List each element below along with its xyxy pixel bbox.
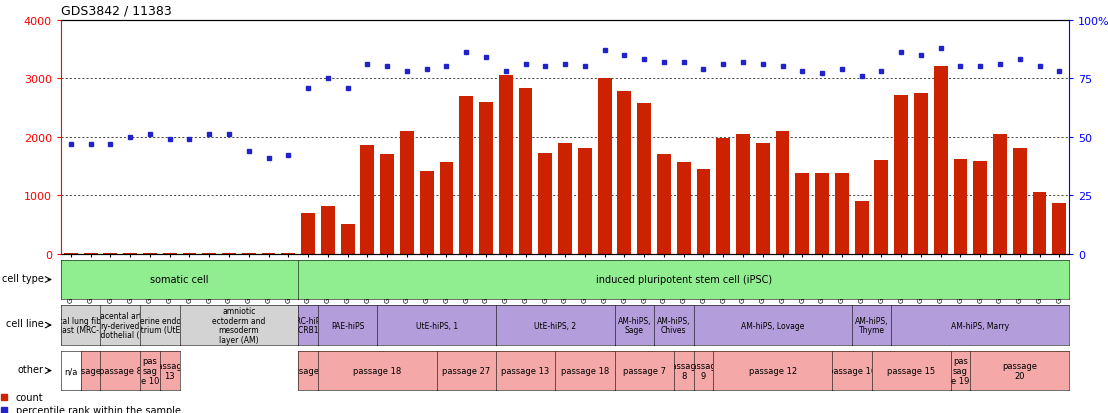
Text: passage 16: passage 16 <box>66 366 115 375</box>
Text: passage 22: passage 22 <box>284 366 332 375</box>
Bar <box>460 97 473 254</box>
Bar <box>815 173 829 254</box>
Text: cell type: cell type <box>2 273 44 283</box>
Text: passage 27: passage 27 <box>442 366 491 375</box>
Bar <box>519 88 533 254</box>
Text: fetal lung fibro
blast (MRC-5): fetal lung fibro blast (MRC-5) <box>52 316 109 335</box>
Bar <box>854 202 869 254</box>
Text: passage 8: passage 8 <box>99 366 142 375</box>
Text: n/a: n/a <box>64 366 78 375</box>
Bar <box>835 173 849 254</box>
Text: uterine endom
etrium (UtE): uterine endom etrium (UtE) <box>132 316 188 335</box>
Text: AM-hiPS,
Sage: AM-hiPS, Sage <box>617 316 652 335</box>
Text: AM-hiPS, Marry: AM-hiPS, Marry <box>951 321 1009 330</box>
Text: pas
sag
e 19: pas sag e 19 <box>952 356 970 385</box>
Text: count: count <box>16 392 43 403</box>
Text: passage 18: passage 18 <box>353 366 401 375</box>
Text: amniotic
ectoderm and
mesoderm
layer (AM): amniotic ectoderm and mesoderm layer (AM… <box>213 306 266 344</box>
Text: PAE-hiPS: PAE-hiPS <box>331 321 365 330</box>
Bar <box>677 162 690 254</box>
Text: UtE-hiPS, 2: UtE-hiPS, 2 <box>534 321 576 330</box>
Text: passage 15: passage 15 <box>888 366 935 375</box>
Bar <box>301 213 315 254</box>
Text: passage
8: passage 8 <box>666 361 701 380</box>
Bar <box>420 171 433 254</box>
Bar <box>360 146 375 254</box>
Bar <box>538 154 552 254</box>
Bar <box>954 159 967 254</box>
Bar <box>973 161 987 254</box>
Bar <box>894 95 909 254</box>
Bar <box>597 79 612 254</box>
Text: somatic cell: somatic cell <box>151 275 208 285</box>
Text: AM-hiPS, Lovage: AM-hiPS, Lovage <box>741 321 804 330</box>
Bar <box>934 67 947 254</box>
Text: UtE-hiPS, 1: UtE-hiPS, 1 <box>416 321 458 330</box>
Bar <box>657 155 670 254</box>
Bar <box>1053 203 1066 254</box>
Bar <box>776 131 790 254</box>
Text: passage 12: passage 12 <box>749 366 797 375</box>
Bar <box>617 92 632 254</box>
Bar <box>400 131 414 254</box>
Text: passage
13: passage 13 <box>152 361 187 380</box>
Bar <box>756 143 770 254</box>
Text: pas
sag
e 10: pas sag e 10 <box>141 356 160 385</box>
Bar <box>479 102 493 254</box>
Bar <box>499 76 513 254</box>
Bar <box>796 173 809 254</box>
Text: percentile rank within the sample: percentile rank within the sample <box>16 405 181 413</box>
Bar <box>637 104 652 254</box>
Text: GDS3842 / 11383: GDS3842 / 11383 <box>61 4 172 17</box>
Bar <box>1013 149 1027 254</box>
Bar <box>440 163 453 254</box>
Bar <box>1033 193 1046 254</box>
Bar <box>321 206 335 254</box>
Text: induced pluripotent stem cell (iPSC): induced pluripotent stem cell (iPSC) <box>596 275 772 285</box>
Text: MRC-hiPS,
Tic(JCRB1331: MRC-hiPS, Tic(JCRB1331 <box>283 316 334 335</box>
Bar <box>914 94 927 254</box>
Text: AM-hiPS,
Thyme: AM-hiPS, Thyme <box>854 316 889 335</box>
Bar <box>380 155 394 254</box>
Text: passage 13: passage 13 <box>502 366 550 375</box>
Bar <box>340 224 355 254</box>
Bar <box>874 161 889 254</box>
Text: passage 16: passage 16 <box>828 366 875 375</box>
Text: passage 18: passage 18 <box>561 366 609 375</box>
Text: cell line: cell line <box>7 318 44 328</box>
Bar <box>736 134 750 254</box>
Text: AM-hiPS,
Chives: AM-hiPS, Chives <box>657 316 690 335</box>
Text: passage 7: passage 7 <box>623 366 666 375</box>
Bar <box>558 143 572 254</box>
Text: placental arte
ry-derived
endothelial (PA: placental arte ry-derived endothelial (P… <box>91 311 150 339</box>
Bar <box>717 138 730 254</box>
Bar <box>993 134 1007 254</box>
Bar <box>697 170 710 254</box>
Bar <box>578 149 592 254</box>
Text: passage
9: passage 9 <box>686 361 721 380</box>
Text: other: other <box>18 364 44 374</box>
Text: passage
20: passage 20 <box>1003 361 1037 380</box>
